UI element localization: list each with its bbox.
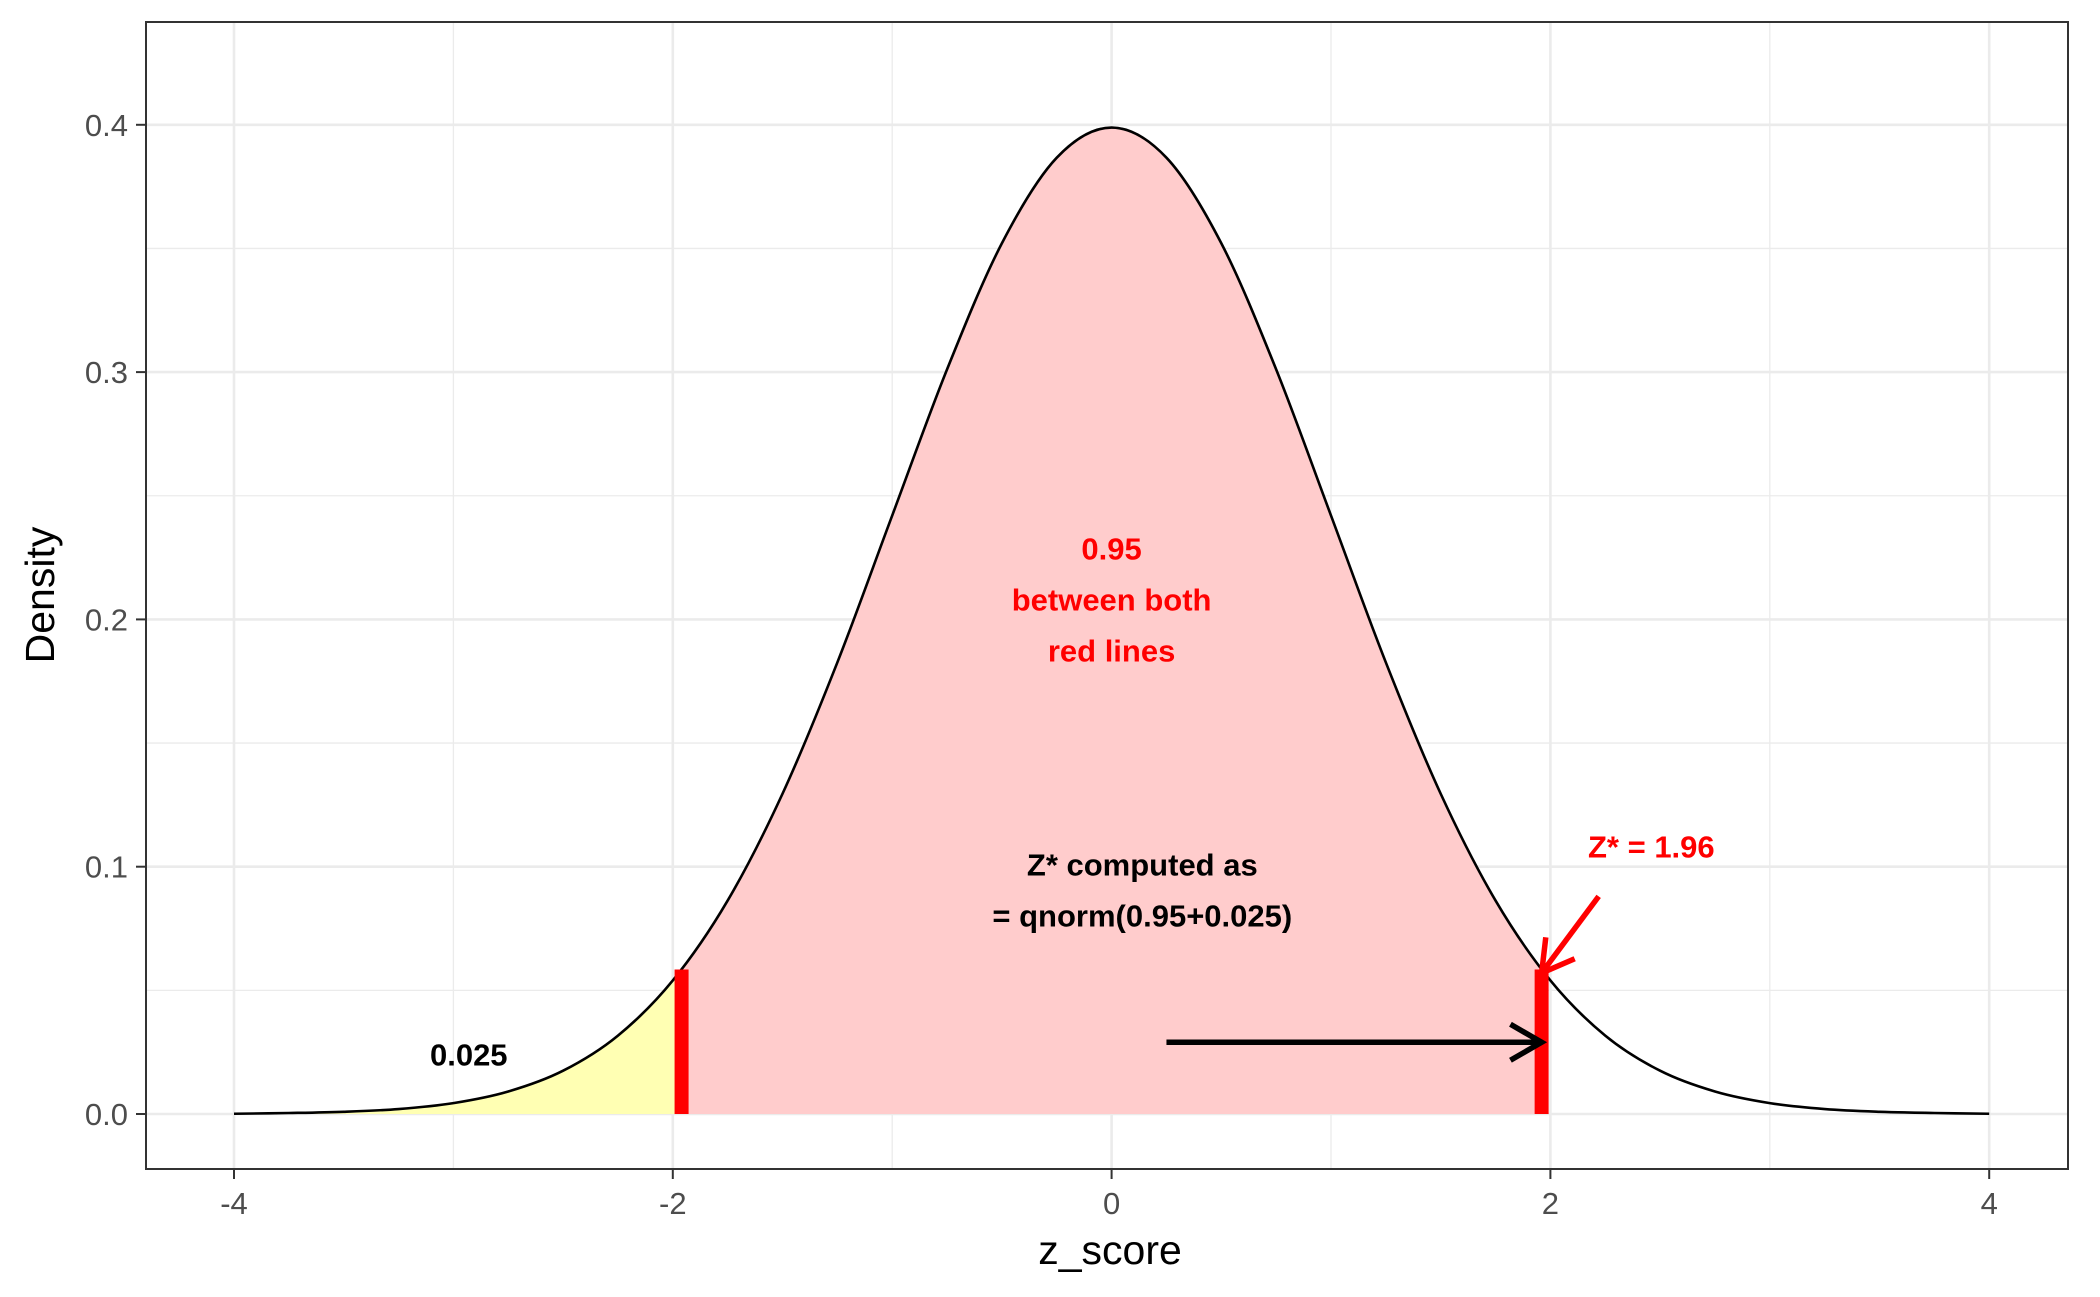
panel-border: [145, 21, 2069, 1170]
annotation-3: Z* = 1.96: [1588, 829, 1715, 864]
y-axis: 0.0 0.1 0.2 0.3 0.4: [85, 108, 146, 1132]
y-tick-label: 0.0: [85, 1097, 128, 1132]
x-tick-label: -4: [220, 1186, 248, 1221]
shaded-region-1: [234, 969, 682, 1114]
y-tick-label: 0.4: [85, 108, 128, 143]
density-curve: [233, 126, 1990, 1116]
arrow-2: [1538, 894, 1601, 978]
x-tick-label: 2: [1542, 1186, 1559, 1221]
annotation-2: Z* computed as = qnorm(0.95+0.025): [992, 848, 1292, 934]
x-axis: -4 -2 0 2 4: [220, 1169, 1998, 1221]
x-tick-label: 0: [1103, 1186, 1120, 1221]
x-tick-label: -2: [659, 1186, 687, 1221]
shaded-regions: [234, 127, 1542, 1115]
annotations: 0.95 between both red lines Z* computed as =…: [430, 532, 1715, 1073]
x-axis-title: z_score: [1038, 1227, 1182, 1273]
arrows: [1166, 894, 1601, 1063]
y-tick-label: 0.3: [85, 355, 128, 390]
annotation-1: 0.95 between both red lines: [1012, 532, 1212, 669]
y-axis-title: Density: [17, 526, 63, 663]
shaded-region-2: [681, 127, 1542, 1115]
y-tick-label: 0.1: [85, 850, 128, 885]
x-tick-label: 4: [1981, 1186, 1998, 1221]
y-tick-label: 0.2: [85, 602, 128, 637]
curve-layer: [233, 126, 1990, 1116]
annotation-4: 0.025: [430, 1037, 508, 1072]
arrow-1: [1166, 1021, 1548, 1063]
